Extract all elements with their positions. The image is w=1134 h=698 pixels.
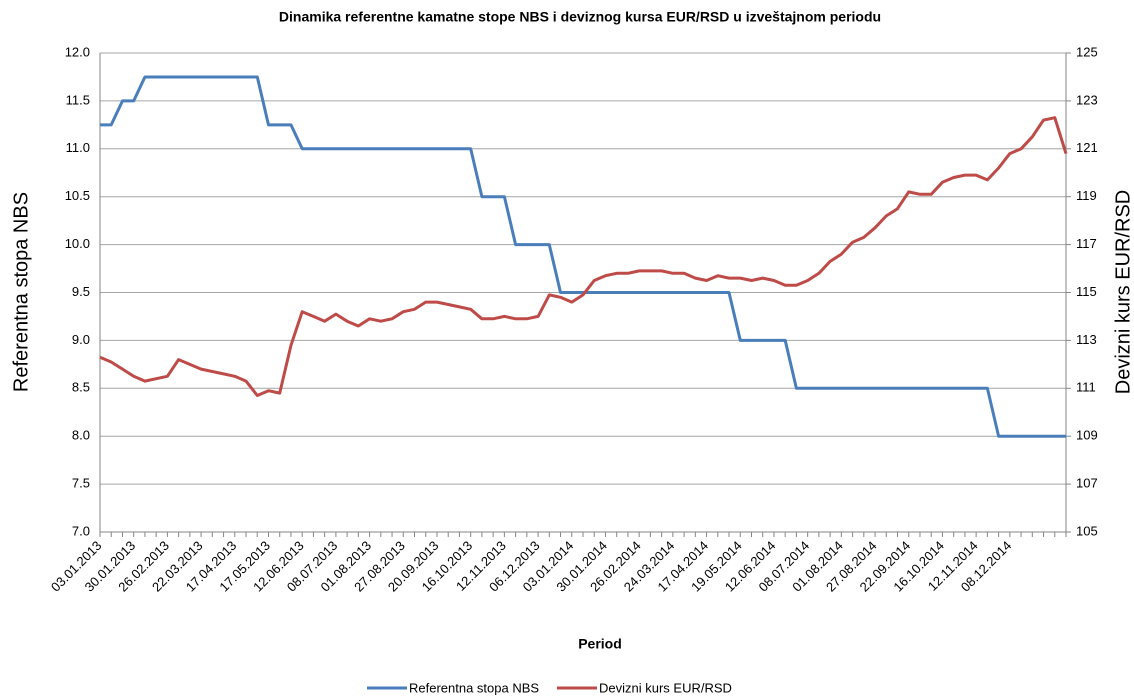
y-tick-label: 9.5 xyxy=(72,284,90,299)
x-axis-label: Period xyxy=(578,636,622,652)
y2-tick-label: 113 xyxy=(1076,332,1097,347)
y2-tick-label: 123 xyxy=(1076,92,1098,107)
y-tick-label: 12.0 xyxy=(65,44,90,59)
y-tick-label: 7.0 xyxy=(72,523,90,538)
y-tick-label: 9.0 xyxy=(72,332,90,347)
y-tick-label: 10.5 xyxy=(65,188,90,203)
y2-tick-label: 105 xyxy=(1076,523,1098,538)
y2-tick-label: 121 xyxy=(1076,140,1098,155)
y-tick-label: 7.5 xyxy=(72,476,90,491)
chart-title: Dinamika referentne kamatne stope NBS i … xyxy=(279,9,881,25)
line-series xyxy=(99,116,1068,397)
y2-tick-label: 119 xyxy=(1076,188,1097,203)
line-series xyxy=(100,75,1066,438)
y-tick-label: 8.0 xyxy=(72,428,90,443)
y2-tick-label: 107 xyxy=(1076,476,1098,491)
y-tick-label: 8.5 xyxy=(72,380,90,395)
y2-tick-label: 125 xyxy=(1076,44,1098,59)
legend-label: Referentna stopa NBS xyxy=(409,680,539,695)
y2-axis-label: Devizni kurs EUR/RSD xyxy=(1112,190,1134,394)
y2-tick-label: 111 xyxy=(1076,380,1096,395)
y2-tick-label: 115 xyxy=(1076,284,1097,299)
y2-tick-label: 109 xyxy=(1076,428,1098,443)
y-tick-label: 11.0 xyxy=(66,140,90,155)
y-tick-label: 11.5 xyxy=(66,92,90,107)
y2-tick-label: 117 xyxy=(1076,236,1097,251)
y-axis-label: Referentna stopa NBS xyxy=(10,192,32,392)
y-tick-label: 10.0 xyxy=(65,236,90,251)
legend-label: Devizni kurs EUR/RSD xyxy=(599,680,732,695)
